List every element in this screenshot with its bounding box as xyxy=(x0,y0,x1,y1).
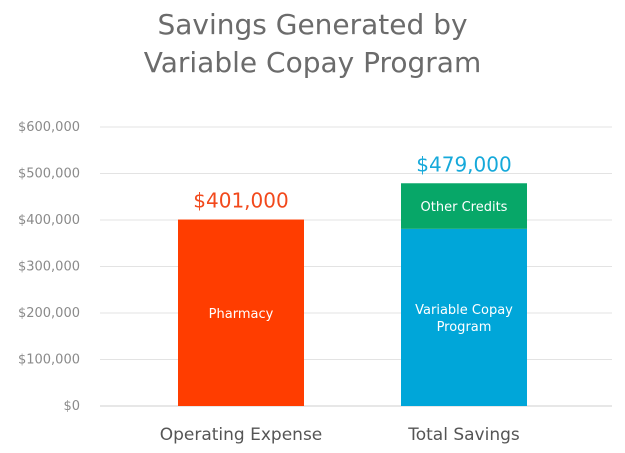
y-tick-label: $200,000 xyxy=(18,306,80,321)
bar-total-label: $479,000 xyxy=(416,152,511,176)
gridlines xyxy=(100,126,612,407)
y-tick-label: $600,000 xyxy=(18,120,80,135)
bar-segment xyxy=(401,183,527,229)
segment-label: Variable Copay Program xyxy=(415,303,513,335)
x-category-label: Operating Expense xyxy=(160,425,323,445)
bar-segment xyxy=(401,228,527,406)
x-axis-category-labels: Operating Expense Total Savings xyxy=(160,425,520,445)
chart-title-line-1: Savings Generated by xyxy=(157,8,468,41)
bar-segment xyxy=(178,219,304,406)
y-tick-label: $300,000 xyxy=(18,260,80,275)
segment-label: Pharmacy xyxy=(209,307,274,322)
chart-title: Savings Generated by Variable Copay Prog… xyxy=(0,6,625,82)
x-category-label: Total Savings xyxy=(407,425,520,445)
bars: Pharmacy $401,000 Variable Copay Program Oth… xyxy=(178,152,527,406)
y-axis-tick-labels: $0 $100,000 $200,000 $300,000 $400,000 $500,0… xyxy=(18,120,80,414)
y-tick-label: $500,000 xyxy=(18,167,80,182)
y-tick-label: $400,000 xyxy=(18,213,80,228)
chart-title-line-2: Variable Copay Program xyxy=(143,46,482,79)
segment-label: Other Credits xyxy=(421,200,508,215)
y-tick-label: $100,000 xyxy=(18,353,80,368)
y-tick-label: $0 xyxy=(63,399,80,414)
bar-total-label: $401,000 xyxy=(193,189,288,213)
